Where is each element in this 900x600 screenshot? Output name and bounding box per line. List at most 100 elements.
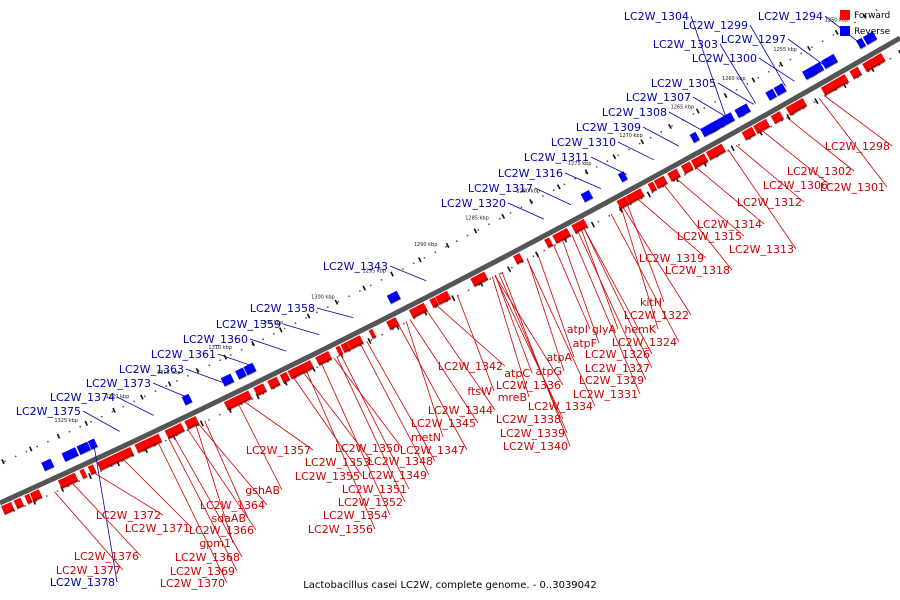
gene-label: LC2W_1298: [825, 140, 890, 153]
gene-label: LC2W_1322: [624, 309, 689, 322]
forward-gene-block: [166, 422, 185, 439]
reverse-gene-block-shadow: [246, 369, 257, 377]
gene-label: LC2W_1299: [683, 19, 748, 32]
leader-line: [282, 323, 320, 336]
genome-backbone: [0, 35, 900, 506]
leader-line: [316, 307, 354, 319]
forward-gene-block: [429, 296, 439, 308]
gene-label: LC2W_1326: [585, 348, 650, 361]
gene-label: LC2W_1307: [626, 91, 691, 104]
reverse-gene-block-shadow: [44, 465, 55, 472]
gene-label: LC2W_1294: [758, 10, 823, 23]
leader-line: [426, 310, 496, 411]
forward-gene-block-shadow: [148, 440, 163, 450]
forward-gene-block-shadow: [27, 500, 34, 505]
leader-line: [123, 459, 193, 529]
gene-label: LC2W_1338: [496, 413, 561, 426]
forward-gene-block-shadow: [694, 159, 709, 170]
leader-lines: [53, 15, 893, 584]
forward-gene-block: [829, 74, 849, 91]
leader-line: [818, 98, 888, 188]
leader-line: [553, 244, 591, 330]
gene-label: LC2W_1364: [200, 499, 265, 512]
tick-label: 1305 kbp: [260, 320, 284, 326]
forward-gene-block-shadow: [137, 446, 150, 454]
forward-gene-block-shadow: [547, 243, 554, 249]
leader-line: [787, 38, 824, 66]
gene-label: LC2W_1306: [763, 179, 828, 192]
leader-line: [562, 239, 600, 344]
gene-label: LC2W_1300: [692, 52, 757, 65]
reverse-gene-block: [61, 447, 79, 462]
forward-gene-block: [386, 317, 400, 330]
gene-label: LC2W_1314: [697, 218, 762, 231]
leader-line: [409, 319, 479, 424]
leader-line: [293, 377, 363, 477]
gene-label: LC2W_1361: [151, 348, 216, 361]
gene-label: LC2W_1343: [323, 260, 388, 273]
leader-line: [321, 363, 391, 516]
leader-line: [116, 396, 154, 416]
forward-gene-block-shadow: [270, 383, 281, 391]
gene-label: LC2W_1339: [500, 427, 565, 440]
gene-label: LC2W_1305: [651, 77, 716, 90]
reverse-gene-block: [181, 393, 193, 406]
gene-label: LC2W_1359: [216, 318, 281, 331]
reverse-gene-block: [808, 61, 825, 77]
forward-gene-block: [315, 351, 333, 366]
reverse-gene-block-shadow: [721, 118, 736, 129]
reverse-gene-block-shadow: [390, 297, 402, 305]
forward-gene-block: [223, 397, 237, 411]
reverse-gene-block: [856, 37, 867, 49]
leader-line: [217, 353, 255, 368]
gene-label: mreB: [498, 391, 527, 404]
forward-gene-block: [435, 290, 452, 305]
gene-label: LC2W_1331: [573, 388, 638, 401]
gene-label: LC2W_1371: [125, 522, 190, 535]
leader-line: [668, 111, 705, 133]
tick-label: 1280 kbp: [517, 188, 541, 194]
forward-gene-block: [653, 175, 668, 189]
gene-label: LC2W_1370: [160, 577, 225, 590]
tick-mark-track: [1, 13, 900, 505]
gene-label: LC2W_1310: [551, 136, 616, 149]
legend-forward-swatch: [840, 10, 850, 20]
gene-label: LC2W_1344: [428, 404, 493, 417]
forward-gene-block-shadow: [4, 508, 16, 516]
leader-line: [94, 472, 164, 516]
leader-line: [695, 167, 765, 225]
gene-label: LC2W_1345: [411, 417, 476, 430]
gene-label: LC2W_1324: [612, 336, 677, 349]
leader-line: [735, 144, 805, 203]
leader-line: [571, 234, 641, 395]
leader-line: [340, 354, 410, 490]
gene-label: LC2W_1363: [119, 363, 184, 376]
forward-gene-block: [705, 143, 726, 161]
leader-line: [333, 357, 403, 449]
leader-line: [501, 271, 571, 447]
forward-gene-block-shadow: [684, 167, 695, 175]
gene-label: LC2W_1317: [468, 182, 533, 195]
gene-label: hemK: [624, 323, 656, 336]
forward-gene-block: [470, 271, 489, 287]
gene-label: LC2W_1354: [323, 509, 388, 522]
forward-gene-block-shadow: [516, 259, 525, 266]
gene-label: LC2W_1369: [170, 565, 235, 578]
gene-label: LC2W_1312: [737, 196, 802, 209]
gene-label: glyA: [592, 323, 617, 336]
tick-label: 1255 kbp: [773, 47, 797, 53]
leader-line: [719, 43, 756, 104]
leader-line: [749, 24, 786, 87]
forward-gene-block: [13, 497, 25, 509]
forward-gene-block-shadow: [99, 466, 108, 472]
leader-line: [527, 258, 565, 372]
reverse-gene-block-shadow: [184, 400, 193, 407]
leader-line: [617, 141, 654, 161]
gene-labels: LC2W_1294LC2W_1297LC2W_1299LC2W_1300LC2W…: [16, 10, 890, 590]
forward-gene-block-shadow: [90, 471, 98, 476]
reverse-gene-block-shadow: [769, 95, 778, 102]
forward-gene-block-shadow: [16, 504, 25, 510]
gene-block-track: [1, 31, 887, 516]
forward-gene-block: [253, 383, 268, 397]
